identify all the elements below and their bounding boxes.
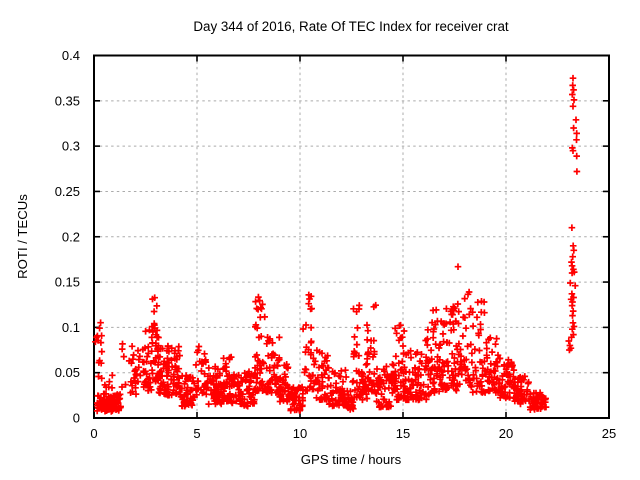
y-tick-label: 0.25 <box>55 184 80 199</box>
y-tick-label: 0.35 <box>55 93 80 108</box>
x-tick-label: 25 <box>602 426 616 441</box>
y-tick-label: 0 <box>73 411 80 426</box>
x-tick-label: 15 <box>396 426 410 441</box>
y-tick-label: 0.4 <box>62 48 80 63</box>
y-tick-label: 0.2 <box>62 229 80 244</box>
gridlines <box>94 55 609 418</box>
x-tick-label: 20 <box>499 426 513 441</box>
x-tick-label: 0 <box>90 426 97 441</box>
y-tick-label: 0.15 <box>55 275 80 290</box>
y-tick-label: 0.1 <box>62 320 80 335</box>
data-points <box>92 74 581 415</box>
x-tick-labels: 0 5 10 15 20 25 <box>90 426 616 441</box>
axis-tick-marks <box>93 54 610 419</box>
x-tick-label: 10 <box>293 426 307 441</box>
x-axis-label: GPS time / hours <box>301 452 402 467</box>
scatter-points-path <box>92 74 581 415</box>
y-tick-label: 0.05 <box>55 365 80 380</box>
y-tick-label: 0.3 <box>62 139 80 154</box>
y-axis-label: ROTI / TECUs <box>15 194 30 279</box>
chart-title: Day 344 of 2016, Rate Of TEC Index for r… <box>193 19 509 34</box>
x-tick-label: 5 <box>193 426 200 441</box>
y-tick-labels: 0 0.05 0.1 0.15 0.2 0.25 0.3 0.35 0.4 <box>55 48 80 426</box>
